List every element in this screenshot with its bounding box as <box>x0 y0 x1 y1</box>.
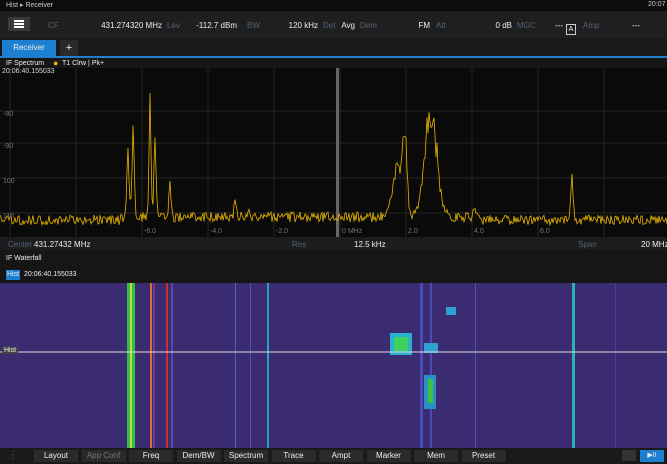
softkey[interactable]: Mem <box>414 450 458 462</box>
toolbar-label: Dem <box>360 21 377 30</box>
spectrum-trace <box>0 92 667 227</box>
toolbar-label: CF <box>48 21 59 30</box>
x-label: 4.0 <box>474 228 484 235</box>
spectrum-title: IF Spectrum <box>6 60 45 67</box>
softkey[interactable]: Ampt <box>319 450 363 462</box>
toolbar-label: Det <box>323 21 336 30</box>
toolbar-value: -112.7 dBm <box>196 21 237 30</box>
camera-button[interactable] <box>622 450 636 461</box>
menu-button[interactable] <box>8 17 30 31</box>
spectrum-plot <box>0 68 667 237</box>
add-tab[interactable]: + <box>60 40 78 56</box>
x-label: 0 MHz <box>342 228 363 235</box>
softkey[interactable]: Preset <box>461 450 506 462</box>
waterfall-timestamp: 20:06:40.155033 <box>24 271 77 278</box>
toolbar-label: BW <box>247 21 260 30</box>
toolbar-value: --- <box>555 21 563 30</box>
span-label: Span <box>578 240 597 249</box>
breadcrumb: Hist ▸ Receiver <box>6 2 54 9</box>
softkey[interactable]: Dem/BW <box>176 450 221 462</box>
softkey[interactable]: Layout <box>34 450 78 462</box>
waterfall-marker: Hist <box>2 347 19 354</box>
res-label: Res <box>292 240 307 249</box>
softkey[interactable]: Freq <box>129 450 173 462</box>
toolbar-value: 0 dB <box>495 21 512 30</box>
toolbar-value: Avg <box>341 21 355 30</box>
toolbar-value: FM <box>418 21 430 30</box>
spectrum-footer <box>0 237 667 250</box>
y-label: -90 <box>3 143 14 150</box>
y-label: -80 <box>3 111 14 118</box>
span-value: 20 MHz <box>641 240 667 249</box>
softkey[interactable]: Spectrum <box>224 450 268 462</box>
clock: 20:07 <box>648 1 666 8</box>
x-label: -4.0 <box>210 228 223 235</box>
tab-bar <box>0 38 667 56</box>
x-label: 2.0 <box>408 228 418 235</box>
spectrum-timestamp: 20:06:40.155033 <box>2 68 55 75</box>
toolbar-value: --- <box>632 21 640 30</box>
status-bar <box>0 0 667 11</box>
center-marker <box>336 68 339 237</box>
layout-icon[interactable]: ⋮ <box>8 450 18 461</box>
toolbar-label: MGC <box>517 21 536 30</box>
toolbar-value: 431.274320 MHz <box>101 21 162 30</box>
toolbar-label: Att <box>436 21 446 30</box>
softkey[interactable]: Marker <box>366 450 411 462</box>
y-label: 100 <box>3 178 15 185</box>
run-button[interactable]: ▶II <box>640 450 664 462</box>
toolbar-label: Amp <box>583 21 600 30</box>
center-label: Center <box>8 240 33 249</box>
x-label: -2.0 <box>276 228 289 235</box>
y-label: 110 <box>3 213 15 220</box>
tab[interactable]: Receiver <box>2 40 56 56</box>
toolbar-value: 120 kHz <box>288 21 318 30</box>
trace-info: T1 Clrw | Pk+ <box>62 60 105 67</box>
toolbar-label: Lev <box>167 21 180 30</box>
softkey[interactable]: App Conf <box>81 450 126 462</box>
res-value: 12.5 kHz <box>354 240 386 249</box>
x-label: -6.0 <box>144 228 157 235</box>
softkey[interactable]: Trace <box>271 450 316 462</box>
waterfall-plot <box>0 283 667 448</box>
trace-dot: ● <box>53 58 59 68</box>
toolbar <box>0 11 667 38</box>
mgc-flag: A <box>566 24 576 35</box>
tab-underline <box>0 56 667 58</box>
waterfall-title: IF Waterfall <box>6 255 42 262</box>
x-label: 6.0 <box>540 228 550 235</box>
center-value: 431.27432 MHz <box>34 240 91 249</box>
hist-badge: Hist <box>6 270 20 280</box>
